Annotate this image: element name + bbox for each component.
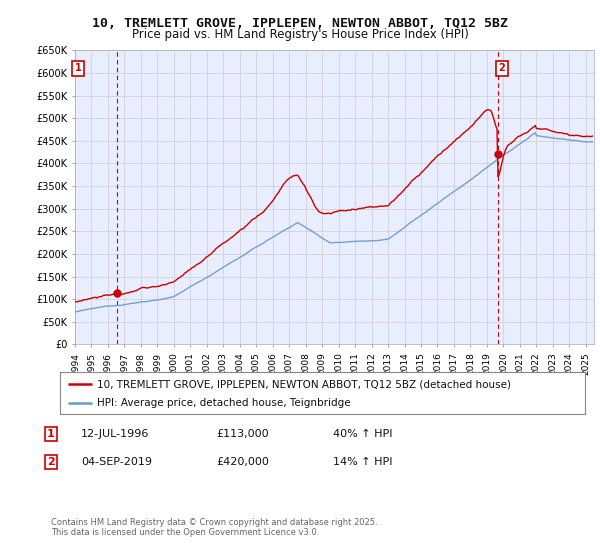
Text: 2: 2	[499, 63, 505, 73]
Text: Price paid vs. HM Land Registry's House Price Index (HPI): Price paid vs. HM Land Registry's House …	[131, 28, 469, 41]
Text: £420,000: £420,000	[216, 457, 269, 467]
Text: HPI: Average price, detached house, Teignbridge: HPI: Average price, detached house, Teig…	[97, 398, 350, 408]
Text: 10, TREMLETT GROVE, IPPLEPEN, NEWTON ABBOT, TQ12 5BZ (detached house): 10, TREMLETT GROVE, IPPLEPEN, NEWTON ABB…	[97, 379, 511, 389]
Text: 10, TREMLETT GROVE, IPPLEPEN, NEWTON ABBOT, TQ12 5BZ: 10, TREMLETT GROVE, IPPLEPEN, NEWTON ABB…	[92, 17, 508, 30]
Text: 40% ↑ HPI: 40% ↑ HPI	[333, 429, 392, 439]
Text: 1: 1	[75, 63, 82, 73]
Text: £113,000: £113,000	[216, 429, 269, 439]
Text: 12-JUL-1996: 12-JUL-1996	[81, 429, 149, 439]
Text: 1: 1	[47, 429, 55, 439]
Text: Contains HM Land Registry data © Crown copyright and database right 2025.
This d: Contains HM Land Registry data © Crown c…	[51, 518, 377, 538]
Text: 2: 2	[47, 457, 55, 467]
Text: 14% ↑ HPI: 14% ↑ HPI	[333, 457, 392, 467]
Text: 04-SEP-2019: 04-SEP-2019	[81, 457, 152, 467]
